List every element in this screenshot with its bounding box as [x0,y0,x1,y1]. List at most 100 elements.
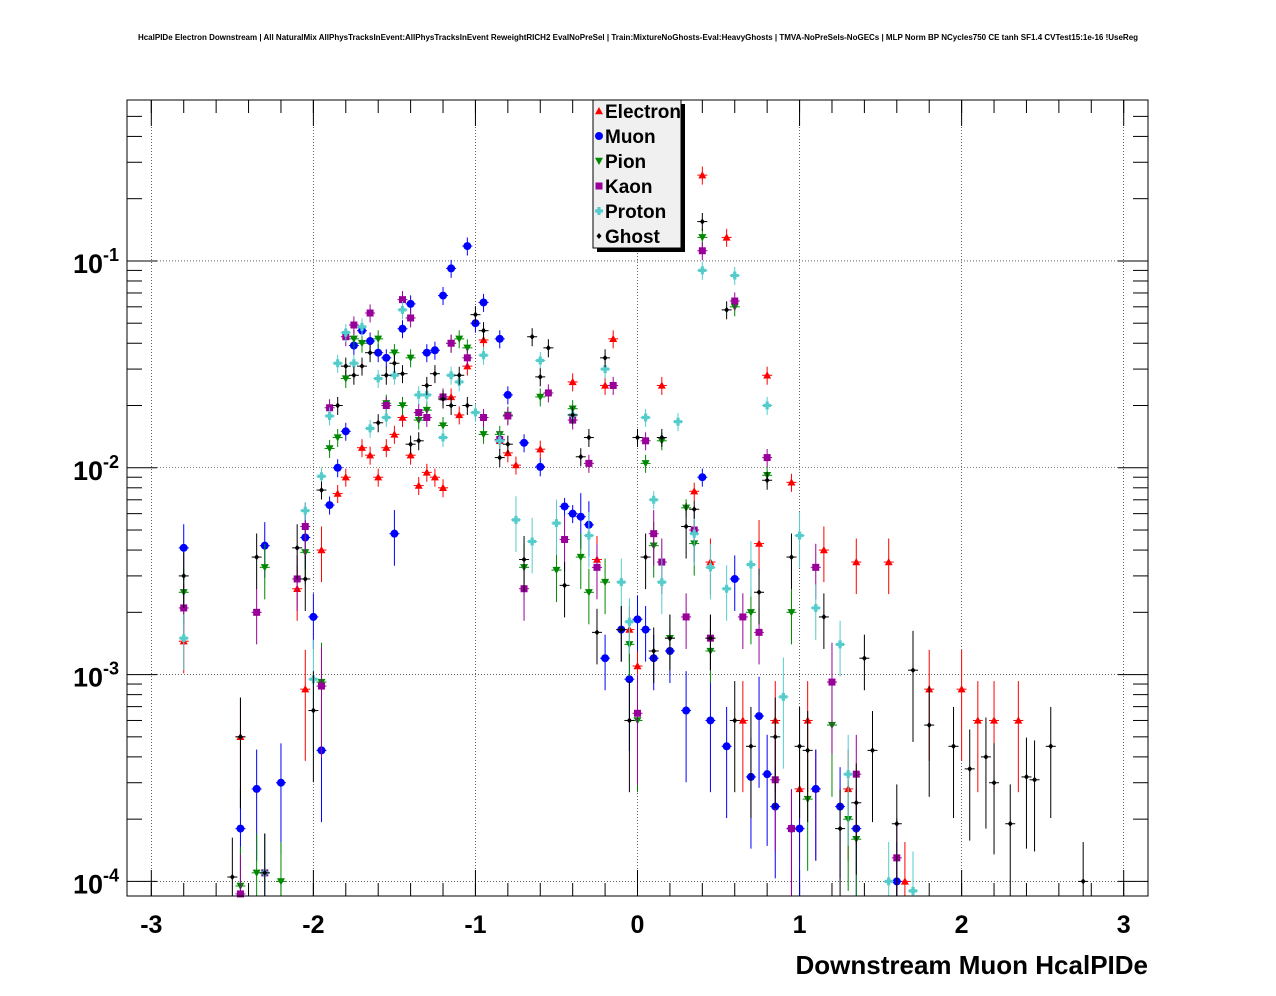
data-point [300,649,311,761]
data-point [332,396,343,415]
data-point [429,365,440,384]
data-point [1013,681,1024,793]
data-point [259,543,270,600]
data-point [632,595,643,652]
data-point [478,425,489,444]
data-point [745,588,756,645]
data-point [356,318,367,337]
data-point [762,366,773,385]
data-point [421,344,432,363]
data-point [956,649,967,761]
data-point [681,502,692,559]
data-point [494,449,505,468]
data-point [535,368,546,387]
data-point [616,558,627,615]
data-point [583,568,594,625]
data-point [535,388,546,407]
data-point [972,681,983,793]
data-point [818,526,829,583]
data-points [178,166,1089,898]
data-point [729,555,740,611]
legend-entry: Pion [595,152,646,173]
data-point [462,396,473,415]
data-point [462,237,473,256]
data-point [567,406,578,425]
data-point [737,593,748,649]
data-point [786,588,797,645]
data-point [697,261,708,280]
data-point [300,502,311,521]
data-point [421,408,432,427]
data-point [980,717,991,829]
data-point [786,533,797,590]
data-point [664,614,675,671]
data-point [567,505,578,524]
legend-label: Muon [605,127,656,148]
data-point [373,414,384,433]
data-point [624,681,635,793]
data-point [754,568,765,625]
data-point [292,524,303,580]
data-point [446,396,457,415]
data-point [373,468,384,487]
data-point [478,293,489,312]
data-point [373,369,384,389]
data-point [810,584,821,640]
data-point [413,432,424,451]
data-point [786,473,797,492]
data-point [397,320,408,339]
data-point [608,330,619,349]
data-point [316,481,327,500]
data-point [721,301,732,320]
data-point [356,334,367,353]
data-point [745,541,756,597]
data-point [178,614,189,671]
data-point [502,386,513,405]
legend-entry: Kaon [595,177,653,198]
data-point [608,376,619,395]
data-point [438,479,449,498]
data-point [438,428,449,448]
data-point [381,408,392,427]
y-tick-label: 10-1 [73,245,119,279]
data-point [648,627,659,684]
x-tick-label: -1 [464,911,486,939]
data-point [332,459,343,478]
data-point [681,671,692,783]
data-point [591,543,602,600]
x-tick-label: 3 [1117,911,1131,939]
data-point [381,366,392,385]
data-point [259,833,270,896]
data-point [640,454,651,473]
data-point [519,434,530,453]
data-point [697,242,708,261]
data-point [754,520,765,576]
data-point [462,349,473,368]
data-point [600,558,611,615]
data-point [527,517,538,574]
x-tick-label: -3 [140,911,162,939]
data-point [300,555,311,611]
x-tick-label: 2 [955,911,969,939]
data-point [438,390,449,409]
data-point [389,354,400,373]
legend-label: Electron [605,102,681,123]
data-point [583,512,594,568]
data-point [600,349,611,368]
data-point [308,593,319,649]
data-point [454,366,465,385]
legend-label: Kaon [605,177,653,198]
data-point [275,743,286,855]
data-point [446,334,457,353]
data-point [697,468,708,487]
y-tick-label: 10-3 [73,659,119,693]
data-point [721,228,732,247]
data-point [438,287,449,306]
data-point [551,499,562,556]
x-tick-label: 0 [631,911,645,939]
data-point [575,533,586,590]
data-point [705,543,716,600]
data-point [389,510,400,566]
legend-entry: Proton [595,202,666,223]
data-point [729,681,740,793]
